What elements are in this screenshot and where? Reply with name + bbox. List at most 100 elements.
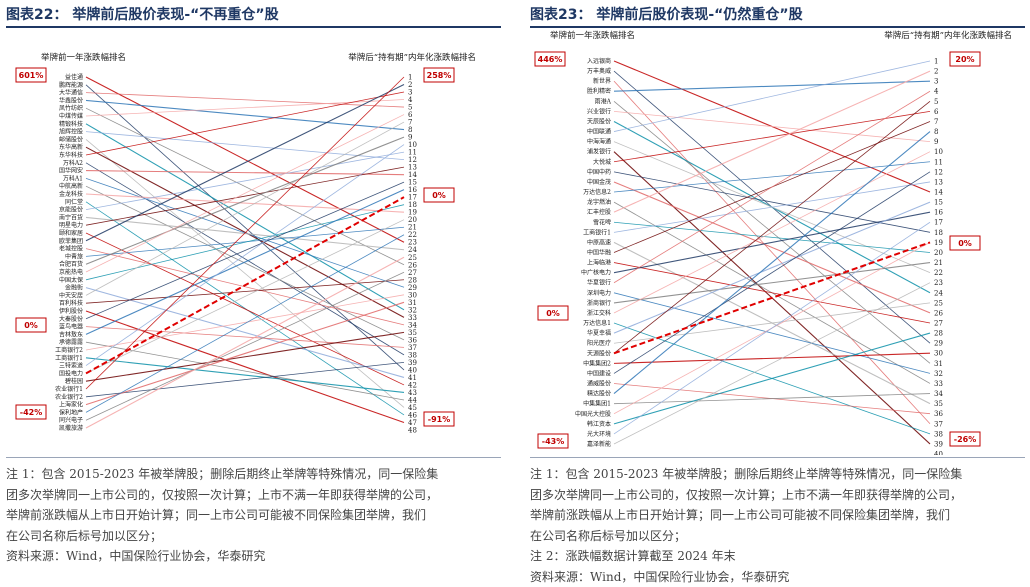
svg-text:446%: 446% [538, 55, 563, 64]
company-label: 工商银行1 [583, 228, 611, 236]
company-label: 阳光医疗 [587, 339, 611, 347]
slope-line [86, 332, 404, 381]
notes-right: 注 1：包含 2015-2023 年被举牌股；删除后期终止举牌等特殊情况，同一保… [530, 464, 1025, 587]
notes-rule-right [530, 457, 1025, 458]
company-label: 新世界 [593, 77, 611, 85]
rank-label: 26 [934, 309, 943, 317]
slope-line [86, 220, 404, 374]
callout-mid-right: 0% [950, 236, 980, 250]
company-label: 同兴电子 [59, 416, 83, 424]
rank-label: 22 [934, 269, 943, 277]
callout-bottom-left: -42% [16, 405, 46, 419]
company-label: 天辰股份 [587, 117, 611, 125]
company-label: 浦发银行 [587, 148, 611, 156]
slope-line [86, 358, 404, 393]
company-label: 嘉泽新能 [587, 440, 611, 448]
svg-text:258%: 258% [427, 71, 452, 80]
svg-text:0%: 0% [432, 191, 446, 200]
company-label: 金龙科技 [59, 190, 83, 198]
company-label: 京能热电 [59, 268, 83, 276]
callout-top-left: 601% [16, 68, 46, 82]
company-label: 精锻科技 [59, 120, 83, 128]
company-label: 合肥百货 [59, 260, 83, 268]
rank-label: 31 [934, 360, 943, 368]
note-line: 举牌前涨跌幅从上市日开始计算；同一上市公司可能被不同保险集团举牌，我们 [6, 505, 501, 526]
average-dashed-line [614, 242, 930, 353]
rank-label: 48 [408, 427, 417, 435]
company-label: 凯撒旅游 [59, 424, 83, 432]
header-left-after: 举牌后“持有期”内年化涨跌幅排名 [348, 52, 476, 63]
rank-label: 9 [934, 138, 938, 146]
rank-label: 33 [934, 380, 943, 388]
company-label: 伊利股份 [59, 307, 83, 315]
note-line: 团多次举牌同一上市公司的，仅按照一次计算；上市不满一年即获得举牌的公司， [530, 485, 1025, 506]
company-label: 中国金茂 [587, 178, 611, 186]
callout-mid-left: 0% [538, 306, 568, 320]
company-label: 大华通信 [59, 89, 83, 97]
company-label: 万达信息2 [583, 188, 611, 196]
company-label: 深圳电力 [587, 289, 611, 297]
callout-bottom-right: -91% [424, 412, 454, 426]
svg-text:-43%: -43% [542, 437, 564, 446]
slope-line [614, 101, 930, 353]
company-label: 万达信息1 [583, 319, 611, 327]
rank-labels-right: 1234567891011121314151617181920212223242… [934, 58, 943, 456]
rank-label: 40 [934, 451, 943, 456]
header-left-before: 举牌前一年涨跌幅排名 [41, 52, 126, 63]
slope-line [614, 333, 930, 424]
notes-rule-left [6, 457, 501, 458]
company-label: 碧桂园 [65, 377, 83, 385]
rank-label: 16 [934, 209, 943, 217]
notes-left: 注 1：包含 2015-2023 年被举牌股；删除后期终止举牌等特殊情况，同一保… [6, 464, 501, 567]
company-label: 凤竹纺织 [59, 104, 83, 112]
company-label: 中国联通 [587, 128, 611, 136]
company-label: 承德露露 [59, 338, 83, 346]
slope-line [86, 122, 404, 295]
rank-label: 15 [934, 199, 943, 207]
rank-label: 39 [934, 440, 943, 448]
company-label: 华夏幸福 [587, 329, 611, 337]
company-label: 欧菲集团 [59, 237, 83, 245]
company-label: 中国华融 [587, 249, 611, 257]
slope-line [86, 205, 404, 280]
company-label: 天源股份 [587, 349, 611, 357]
slope-line [86, 235, 404, 413]
company-label: 胜利精密 [587, 87, 611, 95]
company-label: 华鑫股份 [59, 96, 83, 104]
company-label: 同仁堂 [65, 198, 83, 206]
company-label: 保利地产 [59, 408, 83, 416]
rank-label: 24 [934, 289, 943, 297]
slope-line [614, 81, 930, 91]
svg-text:-91%: -91% [428, 415, 450, 424]
company-label: 益佳通 [65, 73, 83, 81]
slope-line [614, 71, 930, 212]
rank-label: 6 [934, 108, 939, 116]
company-label: 韩江资本 [587, 420, 611, 428]
chart-title-right: 图表23： 举牌前后股价表现-“仍然重仓”股 [530, 4, 803, 24]
company-label: 颐和家居 [59, 229, 83, 237]
header-right-before: 举牌前一年涨跌幅排名 [550, 30, 635, 41]
callout-mid-right: 0% [424, 188, 454, 202]
company-label: 万科A2 [63, 159, 83, 167]
rank-label: 17 [934, 219, 943, 227]
tick-labels-right: 入远银商万丰奥威新世界胜利精密雨港A兴业银行天辰股份中国联通中海海通浦发银行大悦… [575, 57, 612, 448]
company-label: 中航高新 [59, 182, 83, 190]
svg-text:0%: 0% [546, 309, 560, 318]
slope-chart-right: 举牌前一年涨跌幅排名 举牌后“持有期”内年化涨跌幅排名 入远银商万丰奥威新世界胜… [530, 30, 1025, 455]
slope-line [86, 249, 404, 325]
company-label: 中国太保 [59, 276, 83, 284]
company-label: 邮储股份 [59, 135, 83, 143]
rank-label: 20 [934, 249, 943, 257]
slope-line [614, 61, 930, 132]
company-label: 大秦股份 [59, 315, 83, 323]
note-line: 注 2：涨跌幅数据计算截至 2024 年末 [530, 546, 1025, 567]
company-label: 中广核电力 [581, 269, 611, 277]
rank-label: 36 [934, 410, 943, 418]
company-label: 上海家化 [59, 401, 83, 409]
callout-top-right: 20% [950, 52, 980, 66]
note-line: 在公司名称后标号加以区分； [530, 526, 1025, 547]
company-label: 中国建设 [587, 369, 611, 377]
callout-mid-left: 0% [16, 318, 46, 332]
company-label: 工商银行1 [55, 354, 83, 362]
svg-text:0%: 0% [24, 321, 38, 330]
